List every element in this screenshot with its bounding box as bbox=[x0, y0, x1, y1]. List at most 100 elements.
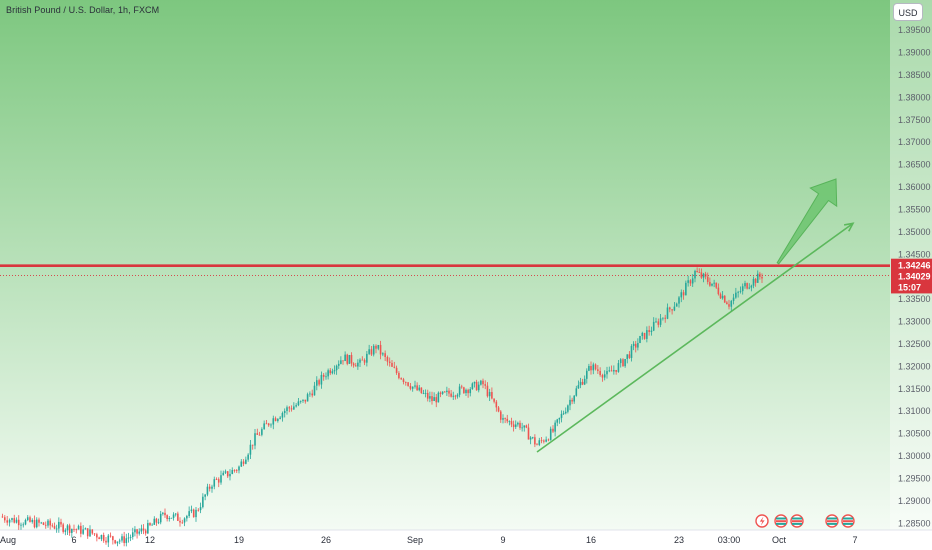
candle-body bbox=[382, 353, 384, 355]
candle-body bbox=[116, 541, 119, 544]
candle-body bbox=[31, 520, 34, 522]
forecast-arrow[interactable] bbox=[776, 178, 838, 265]
candle-body bbox=[277, 418, 279, 422]
candle-body bbox=[579, 381, 582, 386]
candle-body bbox=[586, 370, 588, 379]
candle-body bbox=[107, 535, 110, 543]
candle-body bbox=[6, 520, 8, 523]
candle-body bbox=[450, 393, 452, 397]
candle-body bbox=[405, 381, 407, 383]
candle-body bbox=[247, 454, 249, 460]
candle-body bbox=[147, 523, 149, 534]
candle-body bbox=[153, 518, 156, 525]
candle-body bbox=[648, 330, 650, 332]
candle-body bbox=[279, 417, 281, 419]
candle-body bbox=[100, 534, 103, 540]
candle-body bbox=[377, 344, 380, 349]
candle-body bbox=[47, 520, 49, 526]
us-flag-event-icon[interactable] bbox=[790, 514, 804, 528]
candle-body bbox=[569, 399, 571, 406]
candle-body bbox=[229, 473, 231, 477]
candle-body bbox=[38, 519, 40, 523]
price-axis[interactable]: 1.39500 1.39000 1.38500 1.38000 1.37500 1.370… bbox=[898, 25, 931, 528]
candle-body bbox=[313, 385, 316, 396]
candle-body bbox=[75, 529, 78, 530]
candle-body bbox=[235, 470, 238, 472]
uk-flag-event-icon[interactable] bbox=[825, 514, 839, 528]
candle-body bbox=[673, 306, 676, 311]
candle-body bbox=[706, 276, 709, 282]
candle-body bbox=[64, 530, 67, 532]
candle-body bbox=[325, 376, 327, 378]
lightning-event-icon[interactable] bbox=[755, 514, 769, 528]
candle-body bbox=[306, 394, 309, 402]
candle-body bbox=[531, 437, 534, 439]
candle-body bbox=[599, 370, 601, 376]
candle-body bbox=[400, 378, 402, 380]
candle-body bbox=[311, 393, 313, 396]
currency-button[interactable]: USD bbox=[893, 3, 923, 21]
candle-body bbox=[174, 513, 177, 515]
candle-body bbox=[51, 525, 54, 527]
candle-body bbox=[295, 405, 297, 407]
candle-body bbox=[242, 461, 245, 464]
time-tick-label: 12 bbox=[145, 535, 155, 545]
candle-body bbox=[26, 517, 29, 521]
candle-body bbox=[121, 536, 123, 541]
support-trendline[interactable] bbox=[536, 222, 854, 453]
candle-body bbox=[344, 354, 346, 362]
candle-body bbox=[477, 384, 480, 391]
candle-body bbox=[89, 529, 91, 537]
candle-body bbox=[49, 520, 51, 526]
price-tick-label: 1.30500 bbox=[898, 429, 931, 439]
time-tick-label: 19 bbox=[234, 535, 244, 545]
candle-body bbox=[597, 369, 599, 371]
candle-body bbox=[368, 349, 370, 354]
candle-body bbox=[217, 479, 220, 483]
candle-body bbox=[73, 528, 75, 530]
candle-body bbox=[669, 307, 671, 310]
candle-body bbox=[726, 302, 728, 305]
candle-body bbox=[204, 494, 206, 497]
candle-body bbox=[35, 519, 38, 528]
candle-body bbox=[199, 507, 202, 511]
price-tick-label: 1.38500 bbox=[898, 70, 931, 80]
candle-body bbox=[717, 287, 720, 295]
time-tick-label: Sep bbox=[407, 535, 423, 545]
candle-body bbox=[416, 385, 418, 391]
candle-body bbox=[613, 369, 615, 372]
candle-body bbox=[588, 366, 590, 371]
time-tick-label: 03:00 bbox=[718, 535, 741, 545]
candle-body bbox=[42, 522, 45, 525]
uk-flag-event-icon[interactable] bbox=[774, 514, 788, 528]
last-price-label: 1.34029 bbox=[898, 271, 931, 281]
candle-body bbox=[263, 423, 265, 430]
candle-body bbox=[728, 304, 730, 307]
us-flag-event-icon[interactable] bbox=[841, 514, 855, 528]
candle-body bbox=[272, 418, 275, 425]
candle-body bbox=[331, 371, 334, 374]
candle-body bbox=[222, 472, 225, 476]
candle-body bbox=[732, 297, 735, 301]
candle-body bbox=[24, 520, 27, 525]
candle-body bbox=[118, 540, 121, 542]
candle-body bbox=[730, 300, 733, 307]
candle-body bbox=[634, 343, 637, 348]
candle-body bbox=[525, 425, 528, 428]
candle-body bbox=[93, 533, 96, 535]
candle-body bbox=[211, 486, 213, 489]
time-axis[interactable]: Aug 6 12 19 26 Sep 9 16 23 03:00 Oct 7 bbox=[0, 535, 858, 545]
candle-body bbox=[422, 393, 425, 394]
candlestick-series bbox=[1, 267, 763, 548]
time-tick-label: 6 bbox=[71, 535, 76, 545]
candle-body bbox=[475, 381, 478, 391]
candle-body bbox=[386, 357, 389, 362]
candle-body bbox=[157, 522, 160, 524]
candle-body bbox=[286, 407, 288, 411]
candle-body bbox=[446, 390, 448, 392]
time-tick-label: Aug bbox=[0, 535, 16, 545]
candle-body bbox=[179, 520, 181, 523]
candle-body bbox=[443, 391, 446, 393]
candle-body bbox=[105, 540, 107, 543]
